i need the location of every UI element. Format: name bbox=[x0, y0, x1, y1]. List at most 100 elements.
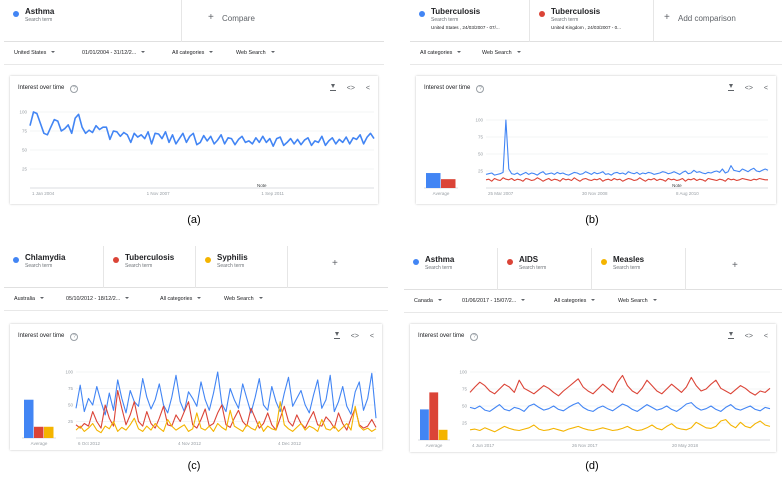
search-type-dropdown[interactable]: Web Search bbox=[236, 50, 275, 56]
term-name: Tuberculosis bbox=[125, 253, 175, 262]
caption-b: (b) bbox=[585, 214, 599, 226]
category-dropdown[interactable]: All categories bbox=[554, 298, 596, 304]
series-line-0 bbox=[75, 371, 377, 419]
embed-icon[interactable]: <> bbox=[744, 85, 753, 92]
term-color-dot bbox=[601, 259, 607, 265]
term-name: Tuberculosis bbox=[551, 7, 601, 16]
x-tick-label: 1 Sep 2011 bbox=[261, 191, 284, 196]
help-icon[interactable]: ? bbox=[476, 85, 485, 93]
region-dropdown[interactable]: United States bbox=[14, 50, 56, 56]
term-chip[interactable]: Tuberculosis Search term United States ,… bbox=[410, 0, 530, 42]
plus-icon: + bbox=[664, 12, 670, 23]
term-color-dot bbox=[113, 257, 119, 263]
share-icon[interactable]: < bbox=[763, 333, 768, 340]
search-terms-bar: Asthma Search term AIDS Search term Meas… bbox=[404, 248, 782, 290]
y-tick-label: 50 bbox=[68, 403, 74, 408]
dropdown-caret-icon bbox=[516, 51, 521, 53]
term-chip[interactable]: Asthma Search term bbox=[404, 248, 498, 290]
average-bar-2 bbox=[438, 429, 448, 440]
term-chip[interactable]: Tuberculosis Search term United Kingdom … bbox=[530, 0, 654, 42]
x-tick-label: 4 Jun 2017 bbox=[472, 443, 495, 448]
x-tick-label: 30 Nov 2008 bbox=[582, 191, 608, 196]
y-tick-label: 25 bbox=[462, 421, 468, 426]
x-tick-label: 6 Oct 2012 bbox=[78, 441, 101, 446]
term-name: Chlamydia bbox=[25, 253, 66, 262]
download-icon[interactable] bbox=[329, 84, 336, 91]
average-bar-0 bbox=[24, 399, 34, 438]
date-dropdown[interactable]: 01/01/2004 - 31/12/2... bbox=[82, 50, 146, 56]
term-color-dot bbox=[419, 11, 425, 17]
term-chip[interactable]: Asthma Search term bbox=[4, 0, 182, 42]
x-tick-label: 1 Nov 2007 bbox=[147, 191, 171, 196]
series-line-1 bbox=[485, 177, 768, 182]
help-icon[interactable]: ? bbox=[70, 85, 79, 93]
embed-icon[interactable]: <> bbox=[350, 333, 359, 340]
region-dropdown[interactable]: Canada bbox=[414, 298, 442, 304]
term-type: Search term bbox=[613, 265, 641, 271]
plus-icon: + bbox=[208, 12, 214, 23]
average-bar-2 bbox=[44, 426, 54, 438]
term-color-dot bbox=[507, 259, 513, 265]
embed-icon[interactable]: <> bbox=[346, 85, 355, 92]
search-type-dropdown[interactable]: Web Search bbox=[618, 298, 657, 304]
help-icon[interactable]: ? bbox=[470, 333, 479, 341]
term-chip[interactable]: Tuberculosis Search term bbox=[104, 246, 196, 288]
card-title: Interest over time? bbox=[418, 333, 479, 341]
card-title: Interest over time? bbox=[18, 333, 79, 341]
y-tick-label: 100 bbox=[19, 110, 27, 115]
download-icon[interactable] bbox=[727, 84, 734, 91]
plus-icon: + bbox=[732, 260, 738, 271]
y-tick-label: 100 bbox=[65, 370, 73, 375]
help-icon[interactable]: ? bbox=[70, 333, 79, 341]
date-dropdown[interactable]: 05/10/2012 - 18/12/2... bbox=[66, 296, 130, 302]
share-icon[interactable]: < bbox=[365, 85, 370, 92]
x-tick-label: 8 Aug 2010 bbox=[676, 191, 699, 196]
y-tick-label: 50 bbox=[22, 148, 28, 153]
date-dropdown[interactable]: 01/06/2017 - 15/07/2... bbox=[462, 298, 526, 304]
dropdown-caret-icon bbox=[39, 297, 44, 299]
category-dropdown[interactable]: All categories bbox=[160, 296, 202, 302]
caption-a: (a) bbox=[187, 214, 201, 226]
search-type-dropdown[interactable]: Web Search bbox=[224, 296, 263, 302]
category-dropdown[interactable]: All categories bbox=[420, 50, 462, 56]
card-actions: <> < bbox=[321, 84, 370, 92]
region-dropdown[interactable]: Australia bbox=[14, 296, 44, 302]
note-annotation: Note bbox=[672, 183, 682, 188]
dropdown-caret-icon bbox=[197, 297, 202, 299]
series-line-0 bbox=[469, 402, 771, 412]
x-tick-label: 1 Jan 2004 bbox=[32, 191, 55, 196]
dropdown-caret-icon bbox=[591, 299, 596, 301]
term-color-dot bbox=[413, 259, 419, 265]
term-type: Search term bbox=[125, 263, 153, 269]
term-chip[interactable]: Measles Search term bbox=[592, 248, 686, 290]
y-tick-label: 50 bbox=[478, 152, 484, 157]
average-label: Average bbox=[426, 443, 443, 448]
term-chip[interactable]: Syphilis Search term bbox=[196, 246, 288, 288]
series-line-0 bbox=[485, 119, 769, 176]
series-line-1 bbox=[75, 389, 377, 431]
average-label: Average bbox=[433, 191, 450, 196]
dropdown-caret-icon bbox=[141, 51, 146, 53]
download-icon[interactable] bbox=[333, 332, 340, 339]
card-actions: <> < bbox=[325, 332, 374, 340]
category-dropdown[interactable]: All categories bbox=[172, 50, 214, 56]
term-type: Search term bbox=[217, 263, 245, 269]
panel-c: Chlamydia Search term Tuberculosis Searc… bbox=[4, 246, 388, 454]
share-icon[interactable]: < bbox=[763, 85, 768, 92]
x-tick-label: 4 Nov 2012 bbox=[178, 441, 202, 446]
share-icon[interactable]: < bbox=[369, 333, 374, 340]
y-tick-label: 25 bbox=[478, 169, 484, 174]
dropdown-caret-icon bbox=[125, 297, 130, 299]
y-tick-label: 100 bbox=[459, 370, 467, 375]
compare-label: Compare bbox=[222, 14, 255, 23]
term-chip[interactable]: AIDS Search term bbox=[498, 248, 592, 290]
y-tick-label: 25 bbox=[22, 167, 28, 172]
term-type: Search term bbox=[25, 263, 53, 269]
search-type-dropdown[interactable]: Web Search bbox=[482, 50, 521, 56]
term-color-dot bbox=[13, 11, 19, 17]
term-chip[interactable]: Chlamydia Search term bbox=[4, 246, 104, 288]
add-comparison-label: Add comparison bbox=[678, 14, 736, 23]
download-icon[interactable] bbox=[727, 332, 734, 339]
embed-icon[interactable]: <> bbox=[744, 333, 753, 340]
term-name: Tuberculosis bbox=[431, 7, 481, 16]
